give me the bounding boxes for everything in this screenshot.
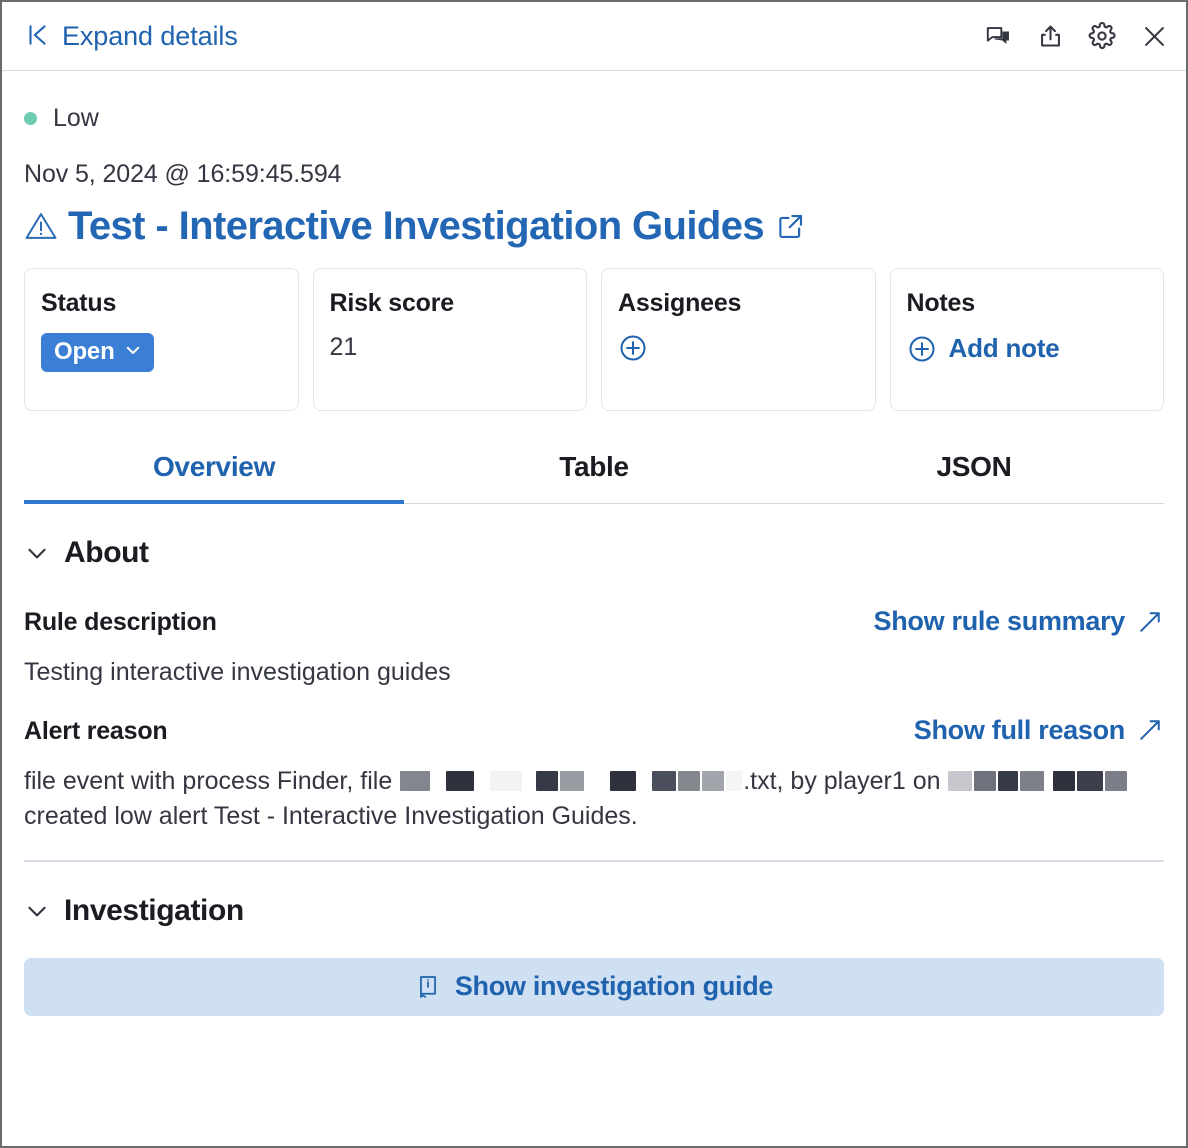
severity-label: Low: [53, 104, 99, 132]
redaction-block: [948, 770, 973, 791]
close-icon[interactable]: [1140, 22, 1168, 50]
card-status-title: Status: [41, 289, 117, 317]
alert-reason-part3: created low alert Test - Interactive Inv…: [24, 802, 638, 830]
show-full-reason-button[interactable]: Show full reason: [914, 715, 1164, 746]
card-status: Status Open: [24, 268, 299, 411]
redaction-block: [974, 770, 997, 791]
collapse-left-icon: [24, 22, 50, 51]
header-icon-group: [984, 22, 1168, 50]
card-risk-score: Risk score 21: [312, 268, 587, 411]
external-link-icon[interactable]: [776, 211, 806, 241]
show-full-reason-label: Show full reason: [913, 714, 1126, 745]
card-assignees-body: [618, 333, 859, 363]
severity-dot-icon: [24, 112, 37, 125]
plus-circle-icon: [907, 334, 937, 364]
redaction-block: [998, 770, 1019, 791]
redaction-block: [1105, 770, 1128, 791]
redaction-block: [652, 770, 677, 791]
redaction-block: [610, 770, 637, 791]
tab-table[interactable]: Table: [559, 451, 629, 482]
redaction-block: [1053, 770, 1076, 791]
add-note-button[interactable]: Add note: [907, 333, 1060, 364]
flyout-body: Low Nov 5, 2024 @ 16:59:45.594 Test - In…: [2, 71, 1186, 1016]
alert-reason-text: file event with process Finder, file .tx…: [24, 764, 1164, 835]
investigation-section-header[interactable]: Investigation: [24, 894, 1164, 928]
redaction-block: [490, 770, 523, 791]
chevron-down-icon: [124, 338, 142, 366]
redaction-block: [1020, 770, 1045, 791]
redacted-field: [399, 767, 743, 795]
detail-tabs: Overview Table JSON: [24, 437, 1164, 504]
tab-json[interactable]: JSON: [936, 451, 1012, 482]
redacted-field: [947, 767, 1045, 795]
card-assignees: Assignees: [601, 268, 876, 411]
card-notes-title: Notes: [906, 289, 976, 317]
gear-icon[interactable]: [1088, 22, 1116, 50]
status-badge[interactable]: Open: [41, 333, 154, 372]
redaction-block: [638, 770, 651, 791]
alert-title-row: Test - Interactive Investigation Guides: [24, 205, 1164, 247]
alert-reason-part2: .txt, by player1 on: [743, 766, 941, 795]
alert-reason-label: Alert reason: [24, 716, 168, 745]
expand-details-label: Expand details: [62, 20, 238, 51]
alert-reason-part1: file event with process Finder, file: [24, 766, 393, 795]
card-assignees-title: Assignees: [618, 289, 742, 317]
risk-score-value: 21: [329, 333, 358, 361]
expand-arrow-icon: [1136, 716, 1164, 744]
show-rule-summary-button[interactable]: Show rule summary: [874, 606, 1164, 637]
alert-timestamp: Nov 5, 2024 @ 16:59:45.594: [24, 160, 342, 188]
status-badge-label: Open: [54, 338, 115, 365]
chevron-down-icon: [24, 540, 50, 566]
section-divider: [24, 859, 1164, 862]
about-section-header[interactable]: About: [24, 536, 1164, 570]
summary-cards: Status Open Risk score 21: [24, 268, 1164, 411]
redaction-block: [702, 770, 725, 791]
comments-icon[interactable]: [984, 22, 1012, 50]
warning-triangle-icon: [24, 209, 58, 243]
alert-title[interactable]: Test - Interactive Investigation Guides: [68, 204, 765, 248]
show-investigation-guide-label: Show investigation guide: [454, 971, 774, 1001]
redaction-block: [400, 770, 431, 791]
add-assignee-icon[interactable]: [618, 333, 648, 363]
alert-reason-row: Alert reason Show full reason: [24, 715, 1164, 746]
redaction-block: [726, 770, 743, 791]
card-status-body: Open: [41, 333, 282, 372]
redaction-block: [560, 770, 585, 791]
card-notes: Notes Add note: [889, 268, 1164, 411]
investigation-guide-icon: [415, 974, 441, 1000]
redaction-block: [536, 770, 559, 791]
investigation-section-title: Investigation: [64, 893, 244, 927]
redacted-field: [1052, 767, 1128, 795]
redaction-block: [1077, 770, 1104, 791]
redaction-block: [524, 770, 535, 791]
expand-details-button[interactable]: Expand details: [24, 21, 238, 52]
redaction-block: [476, 770, 489, 791]
card-notes-body: Add note: [907, 333, 1148, 364]
redaction-block: [446, 770, 475, 791]
share-icon[interactable]: [1036, 22, 1064, 50]
about-section-title: About: [64, 536, 149, 569]
card-risk-score-body: 21: [330, 333, 571, 362]
card-risk-score-title: Risk score: [329, 289, 455, 317]
show-investigation-guide-button[interactable]: Show investigation guide: [24, 957, 1164, 1016]
redaction-block: [586, 770, 609, 791]
add-note-label: Add note: [948, 333, 1060, 363]
redaction-block: [432, 770, 445, 791]
severity-row: Low: [24, 71, 1164, 133]
rule-description-row: Rule description Show rule summary: [24, 606, 1164, 637]
rule-description-label: Rule description: [24, 608, 217, 636]
flyout-header: Expand details: [2, 2, 1186, 71]
rule-description-text: Testing interactive investigation guides: [24, 658, 451, 686]
show-rule-summary-label: Show rule summary: [873, 606, 1126, 636]
expand-arrow-icon: [1136, 608, 1164, 636]
tab-overview[interactable]: Overview: [24, 437, 404, 504]
redaction-block: [678, 770, 701, 791]
chevron-down-icon: [24, 898, 50, 924]
